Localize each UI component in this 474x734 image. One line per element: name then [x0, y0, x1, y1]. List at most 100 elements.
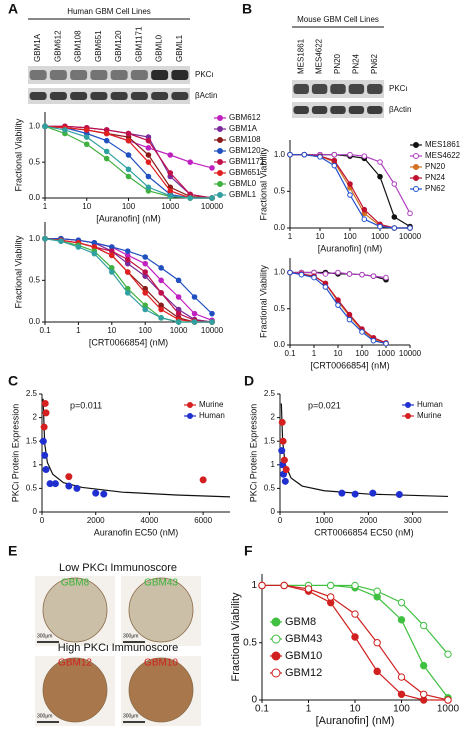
- data-point: [145, 184, 152, 191]
- blot-band: [311, 84, 328, 94]
- blot-band: [151, 92, 169, 100]
- data-point: [51, 480, 59, 488]
- x-tick-label: 100: [122, 202, 136, 211]
- data-point: [142, 269, 148, 275]
- y-axis-label: PKCι Protein Expression: [248, 404, 258, 503]
- data-point: [359, 271, 365, 278]
- x-tick-label: 1: [306, 704, 312, 715]
- legend-marker: [217, 148, 223, 154]
- x-tick-label: 1000: [437, 704, 460, 715]
- legend-marker: [217, 192, 223, 198]
- blot-band: [151, 70, 169, 80]
- legend-label: MES1861: [425, 140, 461, 149]
- data-point: [351, 610, 359, 618]
- blot-band: [330, 84, 346, 94]
- x-tick-label: 10000: [399, 232, 422, 241]
- ihc-sample: GBM8: [61, 578, 90, 589]
- series-line: [289, 271, 387, 345]
- data-point: [92, 489, 100, 497]
- data-point: [83, 127, 90, 133]
- data-point: [158, 306, 164, 313]
- data-point: [301, 151, 308, 158]
- x-tick-label: 100: [139, 326, 153, 335]
- blot-band: [348, 106, 365, 114]
- data-point: [419, 690, 428, 698]
- legend-label: GBM651: [229, 168, 261, 177]
- data-point: [40, 423, 48, 431]
- blot-band: [29, 70, 47, 80]
- data-point: [124, 256, 131, 263]
- y-tick-label: 0.0: [29, 317, 41, 326]
- data-point: [142, 290, 148, 296]
- data-point: [298, 271, 305, 278]
- legend-marker: [405, 413, 411, 419]
- data-point: [407, 210, 413, 217]
- blot-strip: [28, 88, 190, 104]
- blot-band: [311, 106, 328, 114]
- x-axis-label: [CRT0066854] (nM): [89, 337, 168, 347]
- data-point: [335, 269, 341, 276]
- scale-bar-label: 300μm: [37, 633, 52, 639]
- data-point: [347, 151, 353, 158]
- lane-label: GBM1171: [134, 26, 143, 62]
- blot-band: [90, 70, 108, 80]
- x-axis-label: [Auranofin] (nM): [316, 715, 395, 727]
- data-point: [175, 294, 182, 300]
- data-point: [100, 490, 108, 498]
- legend-marker: [217, 159, 223, 165]
- data-point: [175, 277, 182, 284]
- data-point: [391, 181, 398, 187]
- data-point: [42, 123, 48, 130]
- blot-band: [90, 92, 108, 100]
- data-point: [258, 581, 266, 590]
- data-point: [191, 319, 198, 325]
- data-point: [142, 254, 148, 260]
- data-point: [346, 311, 353, 318]
- data-point: [187, 159, 193, 165]
- data-point: [322, 284, 329, 290]
- legend-marker: [271, 668, 281, 678]
- y-tick-label: 2: [33, 413, 38, 422]
- data-point: [280, 581, 288, 590]
- data-point: [397, 690, 406, 698]
- blot-row-label: PKCι: [195, 70, 213, 79]
- lane-label: PN20: [333, 53, 342, 74]
- legend-label: MES4622: [425, 151, 461, 160]
- y-tick-label: 0.5: [29, 275, 41, 284]
- y-tick-label: 0.5: [29, 157, 41, 166]
- y-axis-label: Fractional Viability: [258, 265, 268, 338]
- legend-marker: [405, 402, 411, 408]
- data-point: [351, 581, 359, 590]
- data-point: [407, 225, 413, 231]
- data-point: [158, 277, 164, 284]
- ihc-sample: GBM43: [144, 578, 178, 589]
- x-tick-label: 10000: [201, 202, 224, 211]
- x-tick-label: 1: [288, 232, 293, 241]
- legend-marker: [413, 175, 419, 181]
- data-point: [331, 157, 338, 164]
- data-point: [103, 137, 110, 144]
- y-tick-label: 0.0: [29, 193, 41, 202]
- data-point: [373, 639, 381, 647]
- data-point: [370, 273, 377, 279]
- data-point: [279, 437, 287, 445]
- data-point: [124, 290, 131, 296]
- data-point: [65, 473, 73, 481]
- x-tick-label: 2000: [360, 516, 378, 525]
- data-point: [287, 151, 293, 158]
- data-point: [391, 214, 398, 220]
- data-point: [167, 170, 174, 176]
- y-tick-label: 0.5: [274, 304, 286, 313]
- y-tick-label: 1: [33, 460, 38, 469]
- ihc-title: Low PKCι Immunoscore: [59, 562, 177, 574]
- y-tick-label: 1.5: [26, 436, 38, 445]
- data-point: [346, 316, 353, 323]
- y-axis-label: PKCι Protein Expression: [10, 404, 20, 503]
- y-tick-label: 2: [271, 413, 276, 422]
- legend-marker: [413, 153, 419, 159]
- data-point: [281, 477, 289, 485]
- lane-label: GBM612: [53, 30, 62, 62]
- legend-label: GBM120: [229, 146, 261, 155]
- x-tick-label: 10: [316, 232, 325, 241]
- lane-label: GBM120: [114, 30, 123, 62]
